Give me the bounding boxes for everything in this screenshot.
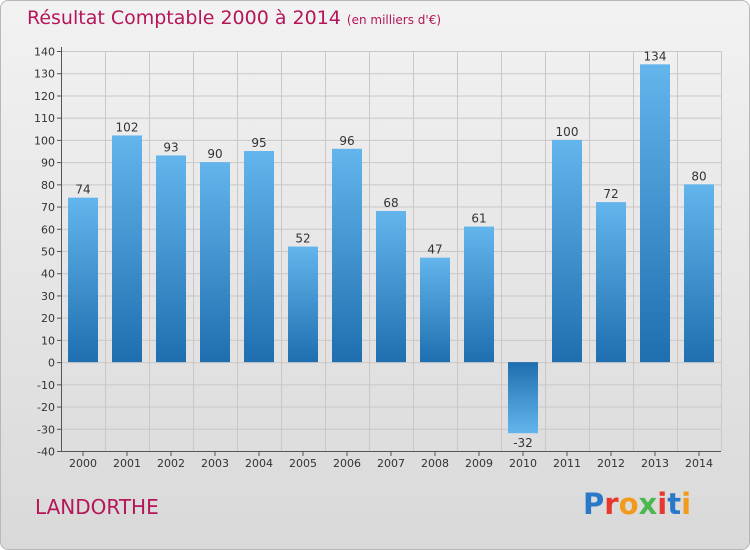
x-tick-label: 2007 <box>377 457 405 470</box>
bar-value-label: 72 <box>603 187 618 201</box>
x-tick-label: 2010 <box>509 457 537 470</box>
bar-value-label: 95 <box>251 136 266 150</box>
bar-2013 <box>640 64 670 363</box>
y-tick-label: 80 <box>41 179 55 192</box>
y-tick-label: 70 <box>41 201 55 214</box>
bar-2004 <box>244 151 274 363</box>
bar-2005 <box>288 246 318 363</box>
bar-2010 <box>508 362 538 434</box>
x-tick-label: 2006 <box>333 457 361 470</box>
bar-value-label: 102 <box>116 120 139 134</box>
y-tick-label: 40 <box>41 268 55 281</box>
y-tick-label: 120 <box>34 90 55 103</box>
logo-letter: i <box>657 487 668 521</box>
bar-value-label: 80 <box>691 169 706 183</box>
logo-letter: i <box>681 487 692 521</box>
bar-value-label: 74 <box>75 183 90 197</box>
bar-value-label: 96 <box>339 134 354 148</box>
y-tick-label: 130 <box>34 68 55 81</box>
bar-value-label: 100 <box>556 125 579 139</box>
chart-title-main: Résultat Comptable 2000 à 2014 <box>27 7 341 29</box>
chart-title: Résultat Comptable 2000 à 2014 (en millie… <box>27 7 441 29</box>
bar-2002 <box>156 155 186 363</box>
x-tick-label: 2002 <box>157 457 185 470</box>
bar-2007 <box>376 211 406 363</box>
y-tick-label: -30 <box>37 423 55 436</box>
bar-value-label: 134 <box>644 49 667 63</box>
y-tick-label: 140 <box>34 46 55 59</box>
bar-value-label: 90 <box>207 147 222 161</box>
y-tick-label: 90 <box>41 157 55 170</box>
axes: -40 -30 -20 -10 0 10 20 30 40 50 60 70 80 90 100 110 120… <box>34 46 721 470</box>
bar-2014 <box>684 184 714 363</box>
bar-2003 <box>200 162 230 363</box>
bar-2011 <box>552 139 582 363</box>
bar-value-label: 61 <box>471 212 486 226</box>
x-tick-label: 2014 <box>685 457 713 470</box>
logo-letter: o <box>618 487 639 521</box>
x-tick-label: 2012 <box>597 457 625 470</box>
x-tick-label: 2011 <box>553 457 581 470</box>
y-tick-label: 20 <box>41 312 55 325</box>
x-tick-label: 2003 <box>201 457 229 470</box>
y-tick-label: 30 <box>41 290 55 303</box>
logo-letter: t <box>667 487 682 521</box>
bar-value-label: 93 <box>163 140 178 154</box>
y-tick-label: 60 <box>41 223 55 236</box>
x-tick-label: 2013 <box>641 457 669 470</box>
y-tick-label: 10 <box>41 334 55 347</box>
bar-2012 <box>596 202 626 363</box>
y-tick-label: 50 <box>41 246 55 259</box>
bar-2009 <box>464 226 494 363</box>
x-tick-label: 2004 <box>245 457 273 470</box>
x-tick-label: 2000 <box>69 457 97 470</box>
y-tick-label: 110 <box>34 112 55 125</box>
bar-value-labels: 74 102 93 90 95 52 96 68 47 61 -32 100 72 134 80 <box>75 49 706 450</box>
bar-value-label: 52 <box>295 232 310 246</box>
logo-letter: r <box>604 487 619 521</box>
logo-letter: P <box>583 487 605 521</box>
commune-name: LANDORTHE <box>35 495 159 519</box>
y-tick-label: -20 <box>37 401 55 414</box>
x-tick-label: 2001 <box>113 457 141 470</box>
chart-title-unit: (en milliers d'€) <box>346 13 442 27</box>
y-tick-label: 100 <box>34 134 55 147</box>
x-tick-label: 2005 <box>289 457 317 470</box>
y-tick-label: -10 <box>37 379 55 392</box>
bar-value-label: 47 <box>427 243 442 257</box>
bar-2008 <box>420 257 450 363</box>
logo-letter: x <box>638 487 658 521</box>
bars <box>68 64 714 434</box>
bar-value-label: -32 <box>513 436 533 450</box>
y-tick-label: 0 <box>48 357 55 370</box>
y-tick-label: -40 <box>37 446 55 459</box>
bar-2006 <box>332 148 362 363</box>
bar-2000 <box>68 197 98 363</box>
bar-value-label: 68 <box>383 196 398 210</box>
proxiti-logo[interactable]: Proxiti <box>583 487 693 527</box>
x-tick-label: 2009 <box>465 457 493 470</box>
x-tick-label: 2008 <box>421 457 449 470</box>
bar-2001 <box>112 135 142 363</box>
